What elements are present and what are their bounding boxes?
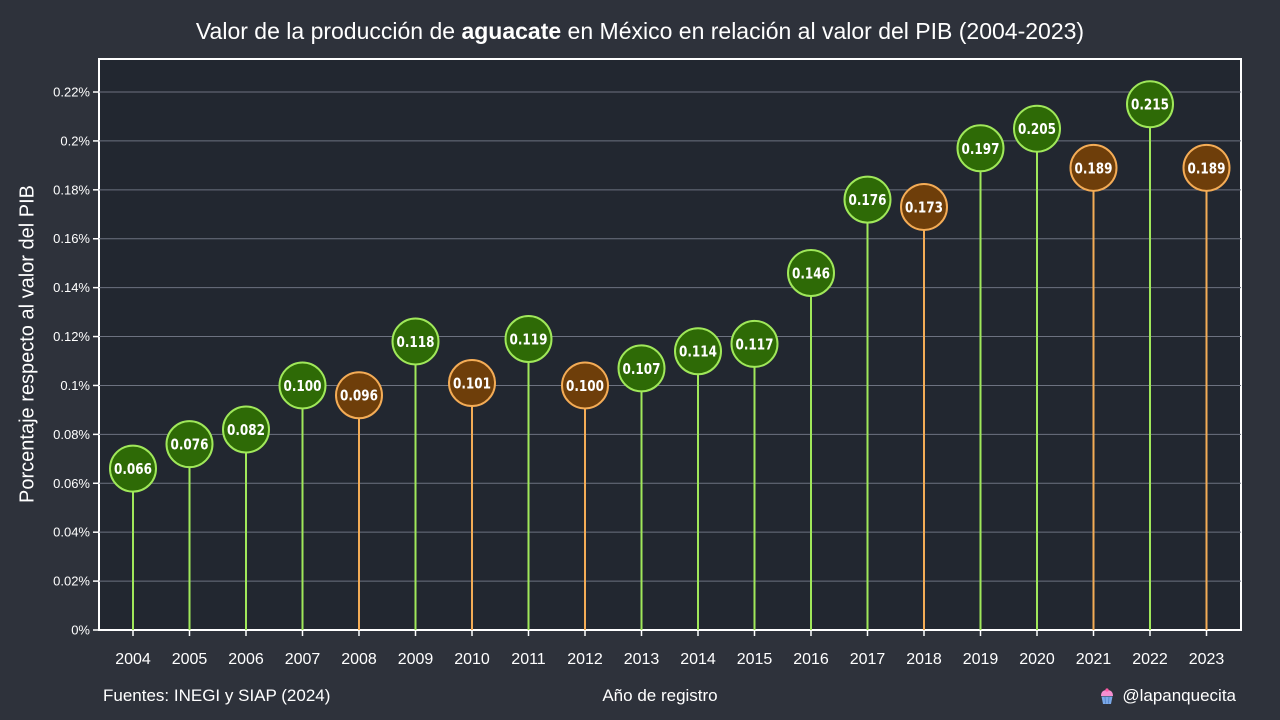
lollipop-marker <box>730 319 779 368</box>
x-tick-label: 2021 <box>1076 651 1112 668</box>
data-label: 0.100 <box>284 377 322 395</box>
x-tick-label: 2012 <box>567 651 603 668</box>
x-tick-label: 2006 <box>228 651 264 668</box>
lollipop-marker <box>448 359 496 408</box>
x-tick-label: 2014 <box>680 651 716 668</box>
lollipop-stems <box>132 104 1208 630</box>
cupcake-icon <box>1101 688 1114 704</box>
x-tick-label: 2016 <box>793 651 829 668</box>
lollipop-marker <box>1069 143 1118 192</box>
x-tick-label: 2008 <box>341 651 377 668</box>
data-label: 0.189 <box>1075 159 1113 177</box>
data-label: 0.189 <box>1188 159 1226 177</box>
sources-note: Fuentes: INEGI y SIAP (2024) <box>103 686 331 705</box>
y-tick-label: 0.04% <box>53 525 90 540</box>
plot-area <box>98 58 1242 631</box>
x-tick-label: 2010 <box>454 651 490 668</box>
lollipop-marker <box>391 317 440 366</box>
lollipop-marker <box>1126 80 1174 129</box>
y-tick-labels: 0% 0.02% 0.04% 0.06% 0.08% 0.1% 0.12% 0.14% 0.16… <box>53 85 99 638</box>
y-tick-label: 0.1% <box>60 378 90 393</box>
y-tick-label: 0.22% <box>53 85 90 100</box>
data-label: 0.118 <box>397 333 435 351</box>
x-tick-label: 2011 <box>511 651 546 668</box>
data-label: 0.205 <box>1018 120 1056 138</box>
lollipop-marker <box>561 361 609 410</box>
x-tick-label: 2009 <box>398 651 434 668</box>
x-tick-label: 2017 <box>850 651 886 668</box>
data-label: 0.107 <box>623 360 661 378</box>
lollipop-marker <box>900 182 948 231</box>
lollipop-marker <box>617 344 666 393</box>
y-gridlines <box>99 91 1241 582</box>
lollipop-marker <box>956 124 1005 173</box>
lollipop-marker <box>1013 104 1061 153</box>
y-tick-label: 0.14% <box>53 280 90 295</box>
data-label: 0.066 <box>114 460 152 478</box>
data-label: 0.101 <box>453 375 491 393</box>
data-label: 0.114 <box>679 343 717 361</box>
y-tick-label: 0.06% <box>53 476 90 491</box>
y-tick-label: 0% <box>71 623 90 638</box>
data-label: 0.119 <box>510 330 548 348</box>
x-tick-label: 2022 <box>1132 651 1168 668</box>
lollipop-marker <box>674 327 722 376</box>
y-tick-label: 0.02% <box>53 574 90 589</box>
x-tick-label: 2019 <box>963 651 999 668</box>
y-tick-label: 0.16% <box>53 231 90 246</box>
x-tick-label: 2004 <box>115 651 151 668</box>
lollipop-marker <box>787 248 835 297</box>
y-tick-label: 0.08% <box>53 427 90 442</box>
lollipop-marker <box>109 444 157 493</box>
data-label: 0.197 <box>962 140 1000 158</box>
x-tick-label: 2007 <box>285 651 321 668</box>
x-tick-label: 2023 <box>1189 651 1225 668</box>
data-label: 0.082 <box>227 421 265 439</box>
x-tick-label: 2015 <box>737 651 773 668</box>
x-tick-label: 2020 <box>1019 651 1055 668</box>
x-tick-labels: 2004 2005 2006 2007 2008 2009 2010 2011 2012 2013… <box>115 630 1224 668</box>
lollipop-marker <box>165 420 214 469</box>
lollipop-marker <box>843 175 892 224</box>
chart-title: Valor de la producción de aguacate en Mé… <box>0 18 1280 45</box>
x-tick-label: 2018 <box>906 651 942 668</box>
x-axis-label: Año de registro <box>602 686 718 705</box>
data-label: 0.076 <box>171 436 209 454</box>
credit-handle: @lapanquecita <box>1122 686 1236 705</box>
lollipop-marker <box>1182 143 1231 192</box>
data-label: 0.173 <box>905 198 943 216</box>
lollipop-markers: 0.066 0.076 0.082 0.100 0.096 0.118 0.101 0.119… <box>109 80 1231 493</box>
lollipop-marker <box>222 405 270 454</box>
data-label: 0.117 <box>736 335 774 353</box>
data-label: 0.215 <box>1131 96 1169 114</box>
data-label: 0.146 <box>792 264 830 282</box>
title-highlight: aguacate <box>461 18 562 44</box>
y-tick-label: 0.18% <box>53 182 90 197</box>
x-tick-label: 2013 <box>624 651 660 668</box>
author-credit: @lapanquecita <box>1098 686 1236 706</box>
data-label: 0.100 <box>566 377 604 395</box>
y-axis-label: Porcentaje respecto al valor del PIB <box>16 185 39 503</box>
data-label: 0.176 <box>849 191 887 209</box>
x-tick-label: 2005 <box>172 651 208 668</box>
lollipop-marker <box>335 371 383 420</box>
data-label: 0.096 <box>340 387 378 405</box>
lollipop-marker <box>278 361 327 410</box>
lollipop-marker <box>504 314 553 363</box>
y-tick-label: 0.12% <box>53 329 90 344</box>
title-part-1: Valor de la producción de <box>195 18 462 44</box>
y-tick-label: 0.2% <box>60 133 90 148</box>
title-part-2: en México en relación al valor del PIB (… <box>561 18 1085 44</box>
